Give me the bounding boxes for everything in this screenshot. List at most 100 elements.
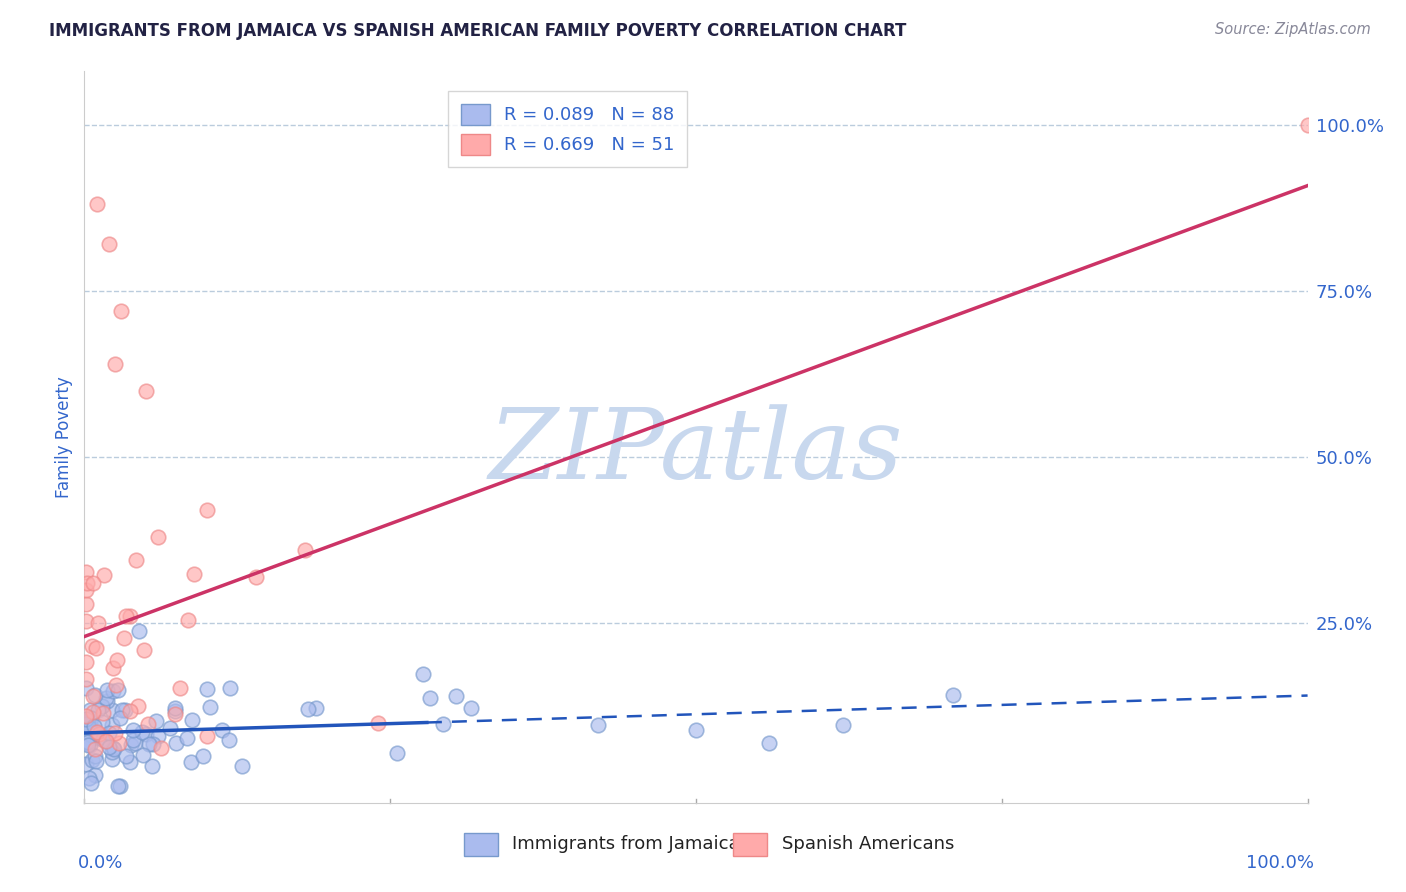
Point bbox=[444, 690, 467, 704]
Y-axis label: Family Poverty: Family Poverty bbox=[55, 376, 73, 498]
Point bbox=[90, 698, 112, 713]
Point bbox=[83, 725, 105, 739]
Point bbox=[93, 567, 115, 582]
Point bbox=[145, 714, 167, 728]
Point bbox=[231, 758, 253, 772]
Point bbox=[758, 736, 780, 750]
Point bbox=[305, 701, 328, 715]
Point bbox=[124, 736, 146, 750]
Point bbox=[176, 731, 198, 746]
Point bbox=[218, 681, 240, 695]
Point bbox=[91, 706, 114, 720]
Point bbox=[75, 716, 97, 731]
Point bbox=[149, 740, 172, 755]
Point bbox=[121, 732, 143, 747]
Point bbox=[104, 357, 127, 371]
Point bbox=[84, 641, 107, 656]
Point bbox=[96, 694, 118, 708]
Point bbox=[77, 771, 100, 785]
Point bbox=[115, 748, 138, 763]
Text: Spanish Americans: Spanish Americans bbox=[782, 836, 953, 854]
Point bbox=[97, 726, 120, 740]
Point bbox=[176, 613, 198, 627]
Point bbox=[79, 776, 101, 790]
Point bbox=[118, 755, 141, 769]
Point bbox=[831, 718, 853, 732]
Point bbox=[97, 237, 120, 252]
Point bbox=[165, 704, 187, 718]
Point bbox=[75, 735, 97, 749]
Text: ZIPatlas: ZIPatlas bbox=[489, 404, 903, 500]
Text: 0.0%: 0.0% bbox=[79, 854, 124, 872]
Point bbox=[132, 747, 155, 762]
Point bbox=[75, 615, 97, 629]
Point bbox=[86, 724, 108, 739]
Point bbox=[101, 752, 124, 766]
Point bbox=[193, 749, 215, 764]
Point bbox=[159, 721, 181, 735]
Point bbox=[146, 729, 169, 743]
Point bbox=[195, 681, 218, 696]
Text: 100.0%: 100.0% bbox=[1246, 854, 1313, 872]
Point bbox=[432, 717, 454, 731]
Point bbox=[84, 688, 107, 702]
Point bbox=[104, 678, 127, 692]
Point bbox=[79, 728, 101, 742]
Point bbox=[83, 719, 105, 733]
Point bbox=[586, 718, 609, 732]
Point bbox=[120, 609, 142, 624]
Point bbox=[108, 779, 131, 793]
Point bbox=[112, 632, 135, 646]
Point bbox=[165, 706, 187, 721]
Point bbox=[195, 729, 218, 743]
Point bbox=[942, 689, 965, 703]
Point bbox=[107, 779, 129, 793]
Point bbox=[101, 717, 124, 731]
Point bbox=[107, 683, 129, 698]
Point bbox=[146, 530, 169, 544]
Point bbox=[79, 703, 101, 717]
Point bbox=[75, 597, 97, 611]
Point bbox=[101, 703, 124, 717]
Point bbox=[87, 703, 110, 717]
Point bbox=[91, 715, 114, 730]
Point bbox=[80, 711, 103, 725]
Point bbox=[138, 737, 160, 751]
Point bbox=[75, 713, 97, 727]
Point bbox=[169, 681, 191, 695]
Point bbox=[128, 624, 150, 638]
Point bbox=[84, 742, 107, 756]
Point bbox=[82, 706, 104, 720]
Point bbox=[120, 738, 142, 752]
Point bbox=[104, 726, 127, 740]
Point bbox=[124, 553, 146, 567]
Point bbox=[294, 543, 316, 558]
Point bbox=[76, 734, 98, 748]
Point bbox=[94, 734, 117, 748]
Point bbox=[200, 700, 222, 714]
Point bbox=[183, 566, 205, 581]
Point bbox=[80, 753, 103, 767]
Point bbox=[127, 698, 149, 713]
Point bbox=[131, 724, 153, 739]
Point bbox=[132, 643, 155, 657]
Point bbox=[211, 723, 233, 737]
Point bbox=[87, 615, 110, 630]
Point bbox=[75, 565, 97, 579]
Point bbox=[367, 716, 389, 731]
Point bbox=[96, 690, 118, 705]
Point bbox=[103, 741, 125, 756]
Point bbox=[79, 717, 101, 731]
Point bbox=[195, 503, 218, 517]
Point bbox=[101, 684, 124, 698]
Point bbox=[76, 575, 98, 590]
Point bbox=[111, 703, 134, 717]
FancyBboxPatch shape bbox=[733, 833, 766, 856]
Point bbox=[101, 745, 124, 759]
Point bbox=[297, 702, 319, 716]
Point bbox=[79, 721, 101, 735]
Point bbox=[77, 738, 100, 752]
Point bbox=[136, 716, 159, 731]
Point bbox=[75, 709, 97, 723]
Point bbox=[98, 740, 121, 755]
